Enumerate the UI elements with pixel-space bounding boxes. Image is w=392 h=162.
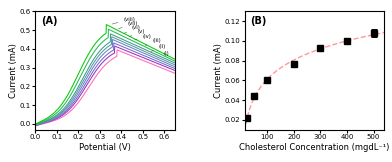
- Text: (ii): (ii): [151, 44, 166, 52]
- X-axis label: Cholesterol Concentration (mgdL⁻¹): Cholesterol Concentration (mgdL⁻¹): [239, 143, 390, 151]
- Text: (B): (B): [250, 16, 267, 26]
- Text: (iv): (iv): [134, 34, 151, 40]
- Text: (iii): (iii): [145, 39, 161, 45]
- Text: (v): (v): [129, 29, 145, 37]
- Text: (viii): (viii): [112, 17, 135, 24]
- X-axis label: Potential (V): Potential (V): [79, 143, 131, 151]
- Text: (vi): (vi): [124, 25, 141, 34]
- Y-axis label: Current (mA): Current (mA): [214, 43, 223, 98]
- Y-axis label: Current (mA): Current (mA): [9, 43, 18, 98]
- Text: (A): (A): [41, 16, 57, 26]
- Text: (vii): (vii): [118, 21, 138, 29]
- Text: (i): (i): [158, 51, 169, 58]
